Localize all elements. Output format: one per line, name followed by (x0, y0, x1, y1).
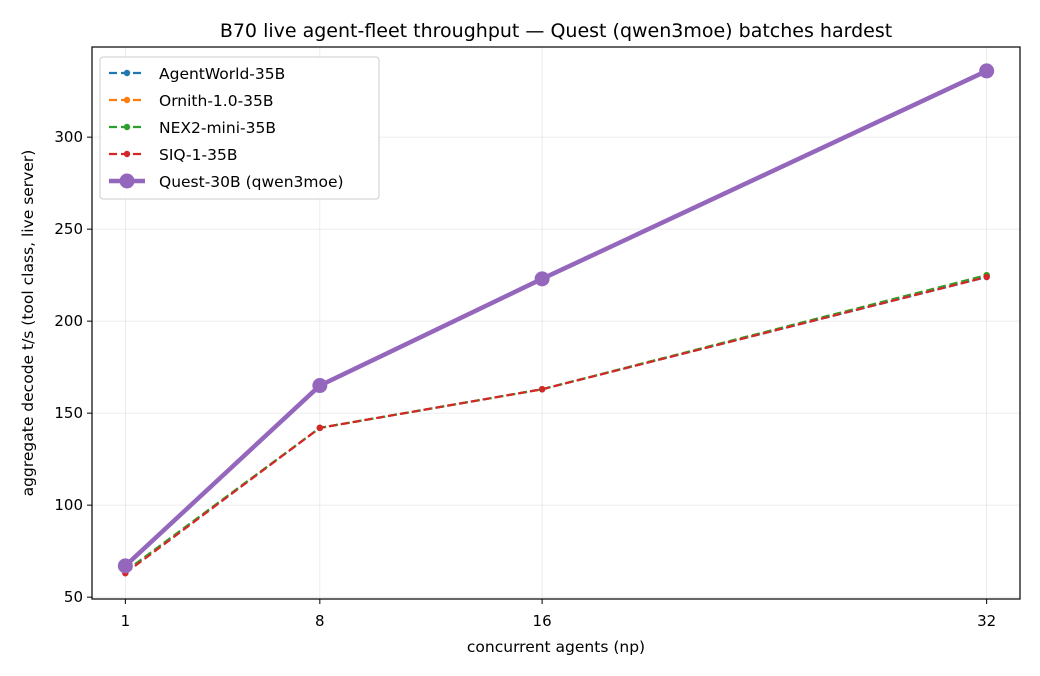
series-line-5 (123, 68, 988, 568)
chart-title: B70 live agent-fleet throughput — Quest … (220, 20, 892, 42)
x-tick-label: 8 (315, 612, 325, 630)
legend: AgentWorld-35B Ornith-1.0-35B NEX2-mini-35… (99, 56, 380, 200)
data-point-5 (979, 63, 995, 79)
legend-label: Ornith-1.0-35B (159, 92, 274, 110)
legend-swatch-marker (123, 69, 131, 77)
data-point-4 (316, 424, 324, 432)
legend-label: NEX2-mini-35B (159, 119, 276, 137)
y-tick-label: 200 (54, 312, 83, 330)
legend-swatch-marker (119, 173, 135, 189)
series-line-2 (124, 274, 987, 573)
y-tick-label: 100 (54, 496, 83, 514)
series-line-4 (124, 275, 987, 575)
y-tick-label: 250 (54, 220, 83, 238)
legend-label: Quest-30B (qwen3moe) (159, 173, 344, 191)
x-tick-label: 16 (533, 612, 552, 630)
axis-ticks: 1 8 16 32 50 100 150 200 250 300 (54, 128, 996, 630)
x-axis-label: concurrent agents (np) (467, 638, 645, 656)
y-tick-label: 300 (54, 128, 83, 146)
x-tick-label: 1 (121, 612, 131, 630)
legend-swatch-marker (123, 150, 131, 158)
x-tick-label: 32 (977, 612, 996, 630)
series-lines (117, 63, 995, 577)
legend-box (99, 56, 380, 200)
data-point-5 (534, 271, 550, 287)
data-point-5 (117, 558, 133, 574)
data-point-5 (312, 378, 328, 394)
grid-lines (92, 47, 1020, 599)
plot-frame (91, 46, 1021, 600)
legend-label: SIQ-1-35B (159, 146, 237, 164)
legend-swatch-marker (123, 123, 131, 131)
data-point-4 (538, 386, 546, 393)
y-tick-label: 50 (64, 588, 83, 606)
legend-label: AgentWorld-35B (159, 65, 285, 83)
y-axis-label: aggregate decode t/s (tool class, live s… (19, 150, 37, 497)
data-point-4 (983, 273, 990, 281)
legend-swatch-marker (123, 96, 131, 104)
y-tick-label: 150 (54, 404, 83, 422)
series-line-3 (124, 274, 987, 573)
